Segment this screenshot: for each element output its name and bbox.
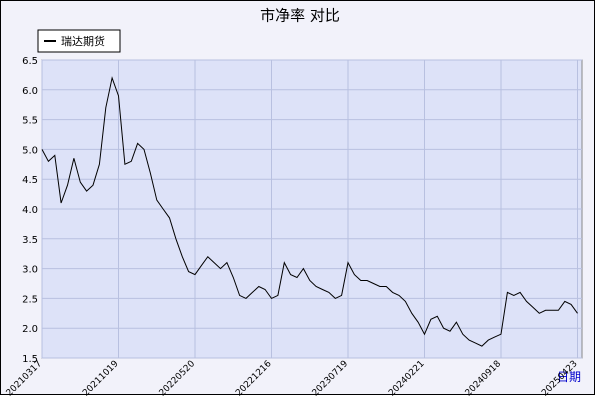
y-tick-label: 6.5 bbox=[22, 56, 38, 67]
y-tick-label: 3.5 bbox=[22, 235, 38, 246]
y-tick-label: 5.5 bbox=[22, 116, 38, 127]
data-line bbox=[41, 76, 578, 347]
y-tick-label: 6.0 bbox=[22, 86, 38, 97]
y-tick-label: 2.0 bbox=[22, 324, 38, 335]
legend-label: 瑞达期货 bbox=[61, 34, 105, 48]
y-tick-label: 4.5 bbox=[22, 175, 38, 186]
y-tick-label: 5.0 bbox=[22, 145, 38, 156]
y-tick-label: 4.0 bbox=[22, 205, 38, 216]
chart-title: 市净率 对比 bbox=[260, 7, 340, 25]
x-axis-label: 日期 bbox=[557, 370, 581, 384]
y-tick-label: 1.5 bbox=[22, 354, 38, 365]
y-tick-label: 2.5 bbox=[22, 294, 38, 305]
legend-box bbox=[37, 29, 121, 53]
y-tick-label: 3.0 bbox=[22, 265, 38, 276]
